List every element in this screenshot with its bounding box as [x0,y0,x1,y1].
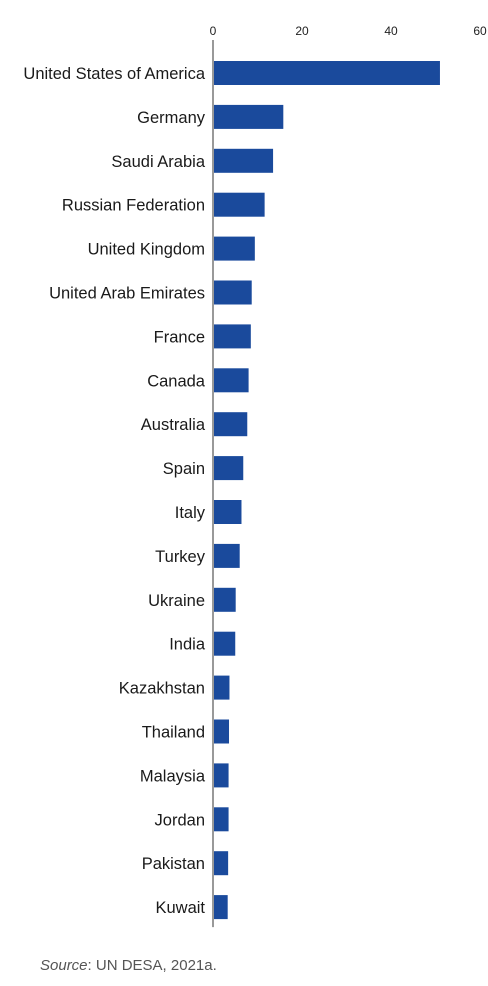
bar [214,456,244,481]
bar [214,631,236,656]
category-label: Jordan [155,811,205,829]
category-label: Australia [141,416,206,434]
bar [214,368,249,393]
category-label: France [154,328,205,346]
category-label: Thailand [142,724,205,742]
category-label: Spain [163,460,205,478]
bar [214,719,230,744]
bar [214,148,274,173]
category-label: Pakistan [142,855,205,873]
category-label: Saudi Arabia [111,153,205,171]
x-axis-ticks: 0 20 40 60 [210,24,487,38]
category-label: United States of America [23,65,205,83]
bar [214,587,236,612]
source-prefix: Source [40,957,88,974]
x-tick-label: 40 [384,24,398,38]
bar-chart: 0 20 40 60 United States of America Germany S… [23,24,487,928]
category-label: Malaysia [140,767,206,785]
category-label: United Arab Emirates [49,285,205,303]
bar [214,851,229,876]
source-note: Source: UN DESA, 2021a. [40,957,217,974]
bar [214,895,228,920]
category-labels: United States of America Germany Saudi Ara… [23,65,205,917]
source-text: : UN DESA, 2021a. [87,957,217,974]
category-label: India [169,636,206,654]
bar [214,236,255,261]
bar [214,280,252,305]
x-tick-label: 20 [295,24,309,38]
bar [214,104,284,129]
category-label: Russian Federation [62,197,205,215]
bar [214,500,242,524]
bar [214,763,229,788]
category-label: Turkey [155,548,206,566]
bar [214,192,265,217]
bar [214,324,251,349]
category-label: Germany [137,109,206,127]
bar [214,807,229,832]
category-label: Kuwait [155,899,205,917]
category-label: Ukraine [148,592,205,610]
x-tick-label: 0 [210,24,217,38]
category-label: United Kingdom [88,241,205,259]
x-tick-label: 60 [473,24,487,38]
bar [214,675,230,700]
bar [214,61,440,85]
bars [214,61,440,920]
bar [214,543,240,568]
category-label: Italy [175,504,206,522]
bar [214,412,248,437]
category-label: Kazakhstan [119,680,205,698]
category-label: Canada [147,372,206,390]
